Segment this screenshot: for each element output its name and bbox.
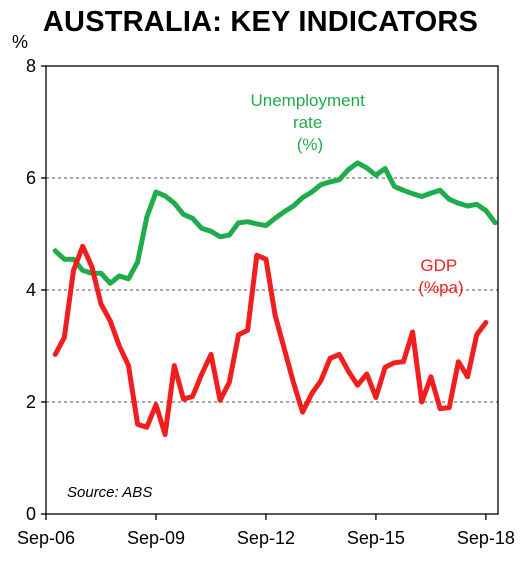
- y-tick-label: 2: [26, 392, 36, 412]
- y-tick-label: 8: [26, 56, 36, 76]
- gdp-label-line: (%pa): [418, 278, 463, 297]
- y-tick-label: 0: [26, 504, 36, 524]
- x-tick-label: Sep-09: [127, 528, 185, 548]
- unemployment-label-line: Unemployment: [250, 91, 365, 110]
- series-lines: [52, 160, 498, 437]
- gdp-series-label: GDP (%pa): [418, 256, 463, 297]
- x-tick-label: Sep-06: [17, 528, 75, 548]
- x-tick-label: Sep-12: [237, 528, 295, 548]
- unemployment-label-line: rate: [293, 113, 322, 132]
- gdp-line: [52, 243, 489, 437]
- y-axis-unit-label: %: [12, 32, 28, 52]
- y-tick-label: 4: [26, 280, 36, 300]
- unemployment-series-label: Unemployment rate (%): [250, 91, 369, 154]
- gdp-label-line: GDP: [420, 256, 457, 275]
- axes: 0 2 4 6 8 Sep-06 Sep-09 Sep-12 Sep-15 Sep-18: [17, 56, 515, 548]
- source-note: Source: ABS: [67, 484, 152, 501]
- unemployment-rate-line: [52, 160, 498, 286]
- unemployment-label-line: (%): [297, 135, 323, 154]
- chart-title: AUSTRALIA: KEY INDICATORS: [42, 6, 479, 38]
- y-tick-label: 6: [26, 168, 36, 188]
- x-tick-label: Sep-18: [457, 528, 515, 548]
- x-tick-label: Sep-15: [347, 528, 405, 548]
